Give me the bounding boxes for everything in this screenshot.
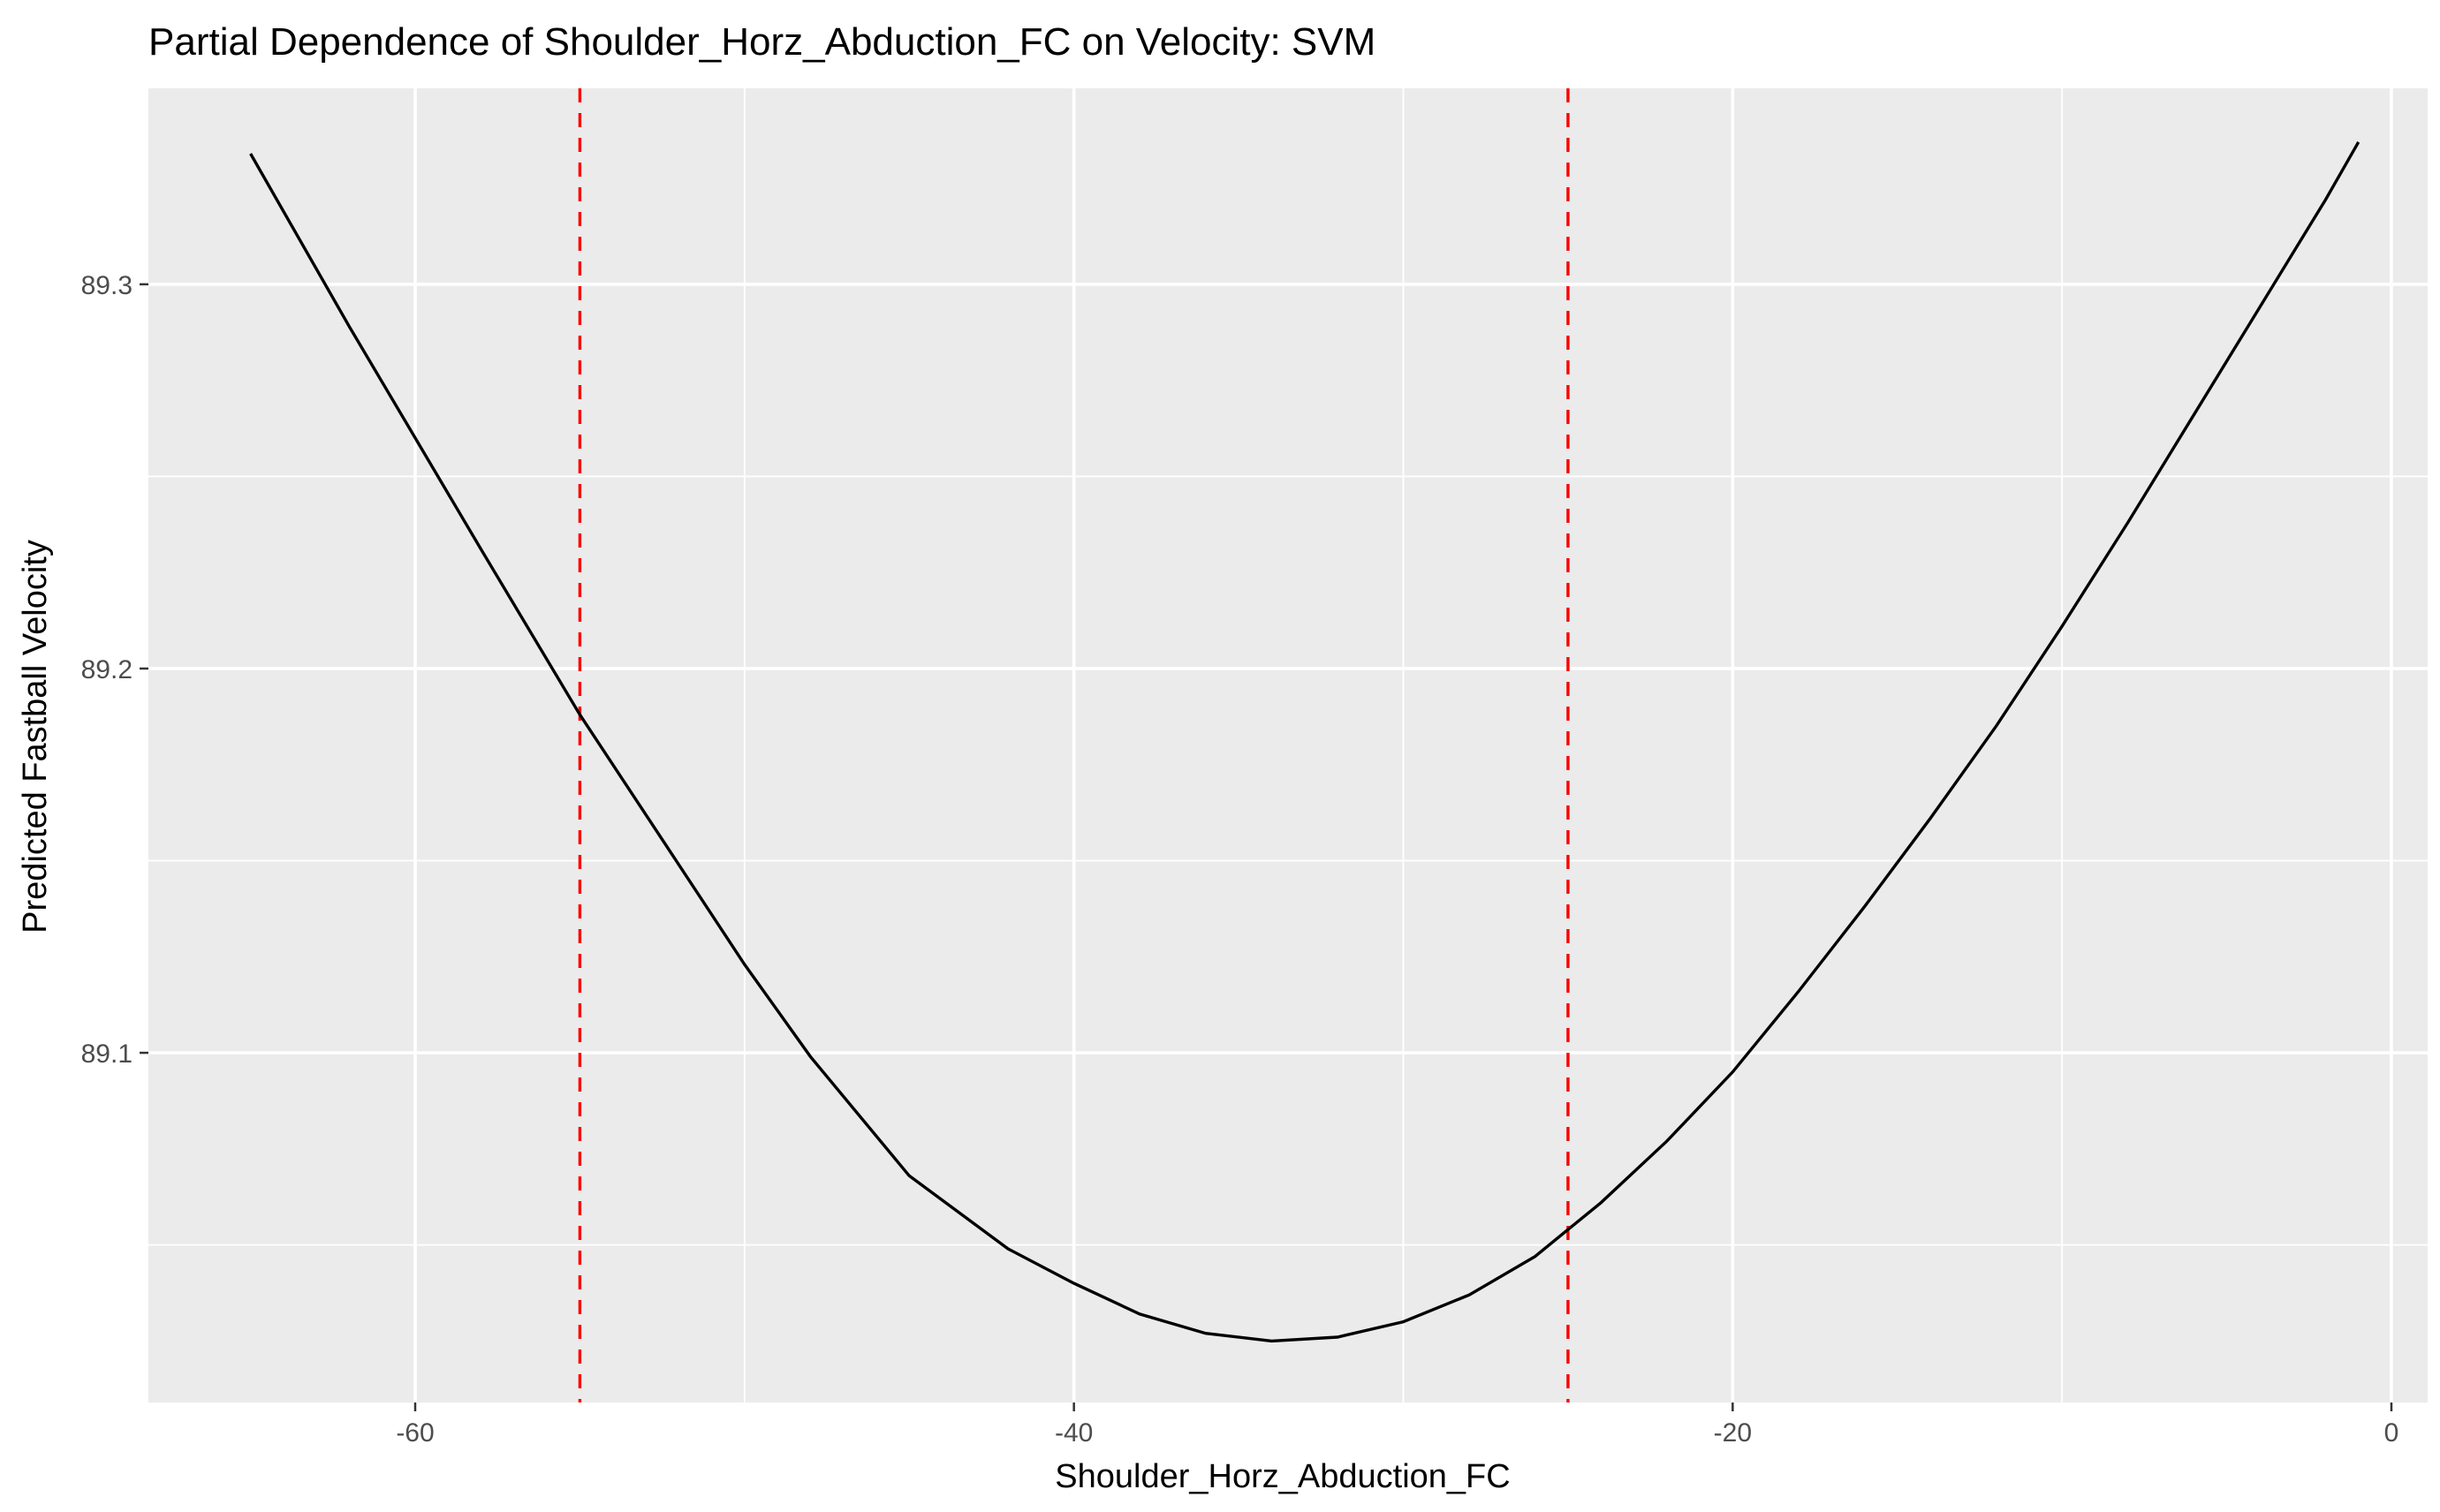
y-tick-label: 89.2: [81, 655, 133, 684]
x-tick-label: 0: [2384, 1418, 2399, 1448]
series-line: [249, 141, 2360, 1343]
y-tick-label: 89.3: [81, 271, 133, 300]
reference-lines: [578, 88, 1570, 1402]
y-axis-ticks: 89.1 89.2 89.3: [81, 271, 148, 1069]
plot-panel: [148, 88, 2428, 1402]
x-tick-label: -20: [1714, 1418, 1752, 1448]
x-axis-ticks: -60 -40 -20 0: [396, 1402, 2398, 1448]
x-tick-label: -40: [1055, 1418, 1093, 1448]
y-axis-title: Predicted Fastball Velocity: [17, 540, 54, 934]
minor-gridlines: [148, 88, 2428, 1402]
x-tick-label: -60: [396, 1418, 434, 1448]
x-axis-title: Shoulder_Horz_Abduction_FC: [1055, 1458, 1510, 1495]
y-tick-label: 89.1: [81, 1040, 133, 1069]
major-gridlines: [148, 88, 2428, 1402]
chart-title: Partial Dependence of Shoulder_Horz_Abdu…: [148, 20, 1375, 64]
